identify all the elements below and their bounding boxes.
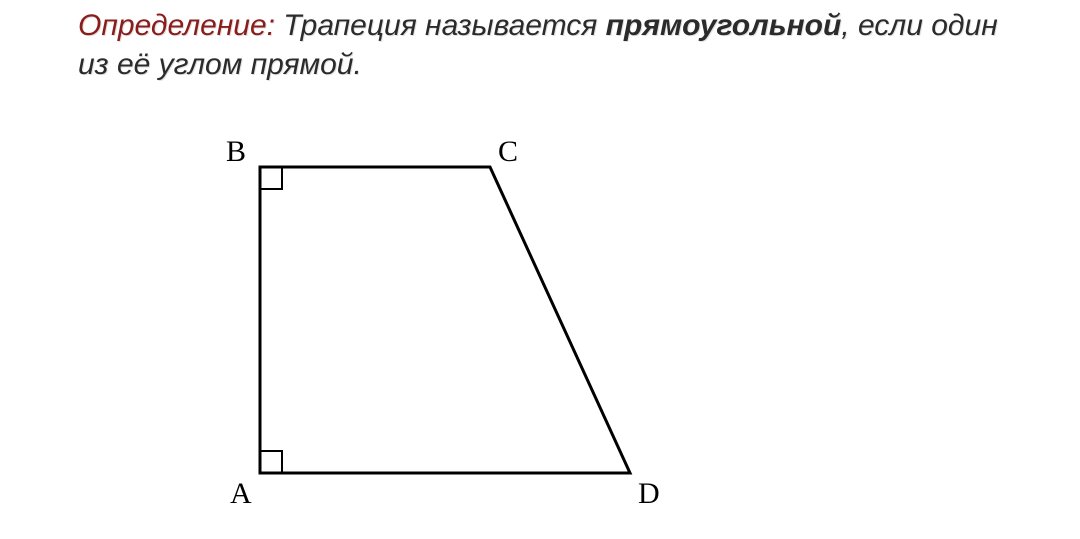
vertex-label-c: C xyxy=(498,135,518,168)
page: Определение: Трапеция называется прямоуг… xyxy=(0,0,1080,539)
definition-emphasis: прямоугольной xyxy=(606,9,842,42)
right-angle-marker-b xyxy=(260,167,282,189)
vertex-label-d: D xyxy=(638,477,660,510)
vertex-label-b: B xyxy=(226,135,246,168)
definition-pre: Трапеция называется xyxy=(275,9,606,42)
right-angle-marker-a xyxy=(260,451,282,473)
definition-label: Определение: xyxy=(78,9,275,42)
vertex-label-a: A xyxy=(230,477,252,510)
trapezoid-figure: A B C D xyxy=(200,125,700,525)
trapezoid-outline xyxy=(260,167,630,473)
trapezoid-svg: A B C D xyxy=(200,125,700,525)
definition-text: Определение: Трапеция называется прямоуг… xyxy=(78,6,1018,84)
